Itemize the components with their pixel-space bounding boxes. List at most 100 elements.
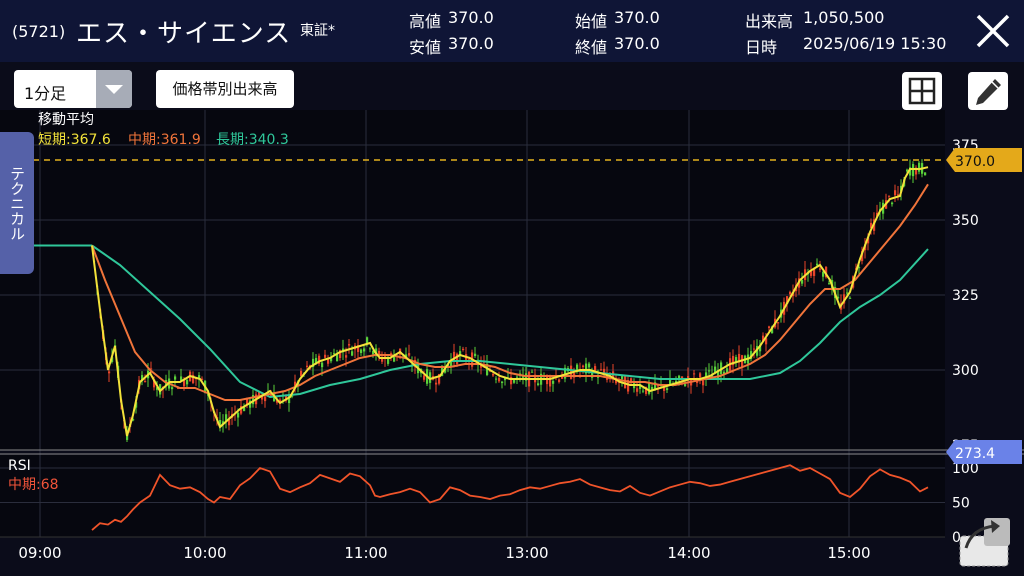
layout-grid-button[interactable]: [902, 72, 942, 110]
candle-body: [381, 358, 384, 362]
candle-body: [876, 212, 879, 217]
close-icon[interactable]: [974, 12, 1012, 50]
candle-body: [666, 388, 669, 391]
candle-body: [324, 354, 327, 358]
candle-body: [813, 268, 816, 276]
candle-body: [858, 267, 861, 269]
candle-body: [258, 391, 261, 397]
candle-body: [498, 377, 501, 382]
draw-button[interactable]: [968, 72, 1008, 110]
candle-body: [456, 353, 459, 365]
open-value: 370.0: [614, 8, 660, 27]
candle-body: [642, 390, 645, 392]
candle-body: [822, 271, 825, 277]
pencil-icon: [976, 79, 1001, 105]
candle-body: [339, 350, 342, 359]
candle-body: [627, 380, 630, 392]
candle-body: [765, 338, 768, 345]
high-value: 370.0: [448, 8, 494, 27]
candle-body: [369, 348, 372, 350]
candle-body: [141, 375, 144, 382]
candle-body: [192, 375, 195, 384]
candle-body: [738, 353, 741, 363]
close-value: 370.0: [614, 34, 660, 53]
candle-body: [318, 355, 321, 364]
candle-body: [225, 414, 228, 421]
candle-body: [915, 167, 918, 175]
candle-body: [537, 383, 540, 386]
candle-body: [453, 351, 456, 362]
candle-body: [624, 376, 627, 389]
candle-body: [201, 378, 204, 380]
candle-body: [348, 344, 351, 346]
candle-body: [366, 337, 369, 344]
candle-body: [222, 421, 225, 425]
candle-body: [387, 358, 390, 364]
datetime-value: 2025/06/19 15:30: [803, 34, 947, 53]
low-marker-label: 273.4: [955, 446, 995, 462]
candle-body: [639, 384, 642, 389]
volume-value: 1,050,500: [803, 8, 885, 27]
candle-body: [564, 367, 567, 379]
price-chart[interactable]: 37535032530027510050009:0010:0011:0013:0…: [0, 110, 1024, 576]
candle-body: [603, 368, 606, 375]
candle-body: [228, 419, 231, 426]
candle-body: [786, 296, 789, 304]
candle-body: [495, 378, 498, 380]
candle-body: [558, 379, 561, 382]
candle-body: [897, 194, 900, 196]
ma-title: 移動平均: [38, 112, 94, 128]
candle-body: [327, 359, 330, 364]
candle-body: [687, 376, 690, 380]
candle-body: [669, 378, 672, 385]
candle-body: [462, 348, 465, 350]
candle-body: [825, 266, 828, 278]
candle-body: [777, 322, 780, 324]
current-price-label: 370.0: [955, 154, 995, 170]
candle-body: [300, 370, 303, 377]
candle-body: [441, 365, 444, 377]
candle-body: [735, 357, 738, 362]
candle-body: [390, 353, 393, 355]
candle-body: [345, 355, 348, 358]
low-label: 安値: [409, 38, 442, 57]
scroll-toggle-button[interactable]: [959, 518, 1010, 567]
candle-body: [372, 350, 375, 355]
low-marker-tag: 273.4: [946, 440, 1022, 464]
interval-select[interactable]: 1分足: [14, 70, 132, 108]
candle-body: [291, 395, 294, 397]
candle-body: [360, 349, 363, 353]
candle-body: [513, 379, 516, 383]
candle-body: [378, 350, 381, 355]
candle-body: [315, 357, 318, 365]
candle-body: [336, 353, 339, 362]
candle-body: [717, 370, 720, 379]
candle-body: [249, 400, 252, 408]
header-bar: [0, 0, 1024, 62]
candle-body: [906, 169, 909, 172]
rsi-tick-label: 50: [952, 496, 970, 512]
chevron-down-icon: [96, 70, 132, 108]
rsi-line: [91, 464, 929, 531]
stock-name: エス・サイエンス: [76, 19, 292, 49]
candle-body: [261, 396, 264, 400]
candle-body: [651, 387, 654, 391]
candle-body: [732, 355, 735, 366]
candle-body: [837, 296, 840, 299]
candle-body: [699, 373, 702, 378]
candle-body: [594, 366, 597, 371]
candle-body: [183, 379, 186, 387]
interval-value: 1分足: [24, 84, 67, 103]
candle-body: [252, 395, 255, 405]
stock-code: (5721): [12, 22, 66, 41]
volume-profile-button[interactable]: 価格帯別出来高: [156, 70, 294, 108]
technical-tab[interactable]: テクニカル: [0, 132, 34, 274]
low-value: 370.0: [448, 34, 494, 53]
time-tick-label: 11:00: [344, 544, 387, 562]
candle-body: [789, 291, 792, 295]
candle-body: [909, 167, 912, 176]
grid-icon: [908, 77, 936, 105]
candle-body: [726, 368, 729, 374]
time-tick-label: 15:00: [827, 544, 870, 562]
candle-body: [828, 283, 831, 285]
